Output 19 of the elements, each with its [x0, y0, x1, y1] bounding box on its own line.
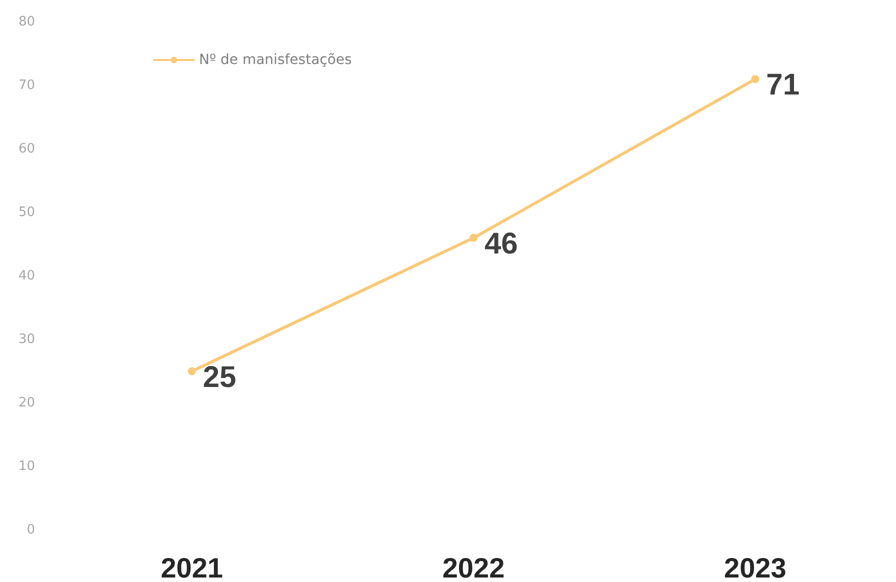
- point: [470, 234, 478, 242]
- point: [751, 75, 760, 84]
- y-tick-label: 0: [26, 522, 35, 538]
- data-label: 46: [484, 227, 518, 260]
- y-tick-label: 60: [18, 142, 35, 156]
- data-label: 25: [202, 360, 236, 394]
- x-tick-label: 2021: [160, 552, 223, 582]
- y-tick-label: 30: [18, 332, 35, 347]
- legend-label: Nº de manisfestações: [199, 52, 352, 68]
- data-label: 71: [766, 68, 800, 102]
- y-tick-label: 80: [18, 14, 35, 30]
- y-tick-label: 40: [18, 268, 35, 284]
- y-tick-label: 70: [18, 78, 35, 93]
- y-tick-label: 20: [18, 396, 35, 410]
- x-tick-label: 2022: [442, 552, 505, 582]
- x-tick-label: 2023: [724, 552, 786, 582]
- y-tick-label: 10: [18, 459, 35, 474]
- y-tick-label: 50: [18, 205, 35, 220]
- point: [188, 367, 196, 376]
